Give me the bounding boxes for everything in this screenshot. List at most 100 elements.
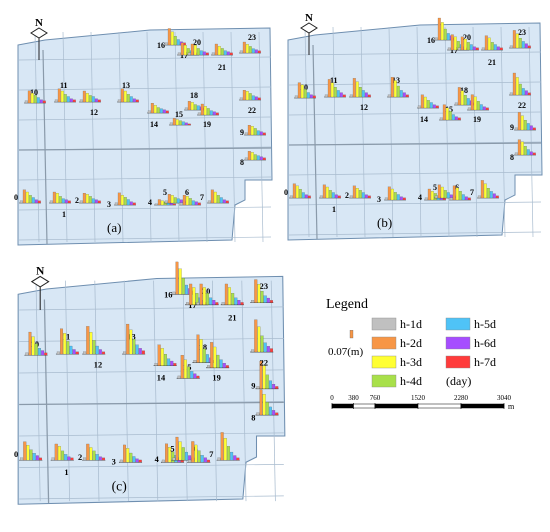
bar: [450, 34, 454, 51]
legend-label: h-6d: [474, 336, 496, 350]
bar: [226, 446, 230, 461]
bar: [199, 339, 203, 363]
zone-label: 14: [150, 120, 158, 129]
legend-unit: (day): [446, 374, 471, 388]
bar: [159, 108, 163, 114]
bar: [173, 36, 177, 46]
bar: [67, 200, 71, 204]
bar: [202, 348, 206, 363]
bar: [270, 300, 273, 303]
bar: [390, 77, 394, 98]
bar: [54, 99, 58, 103]
bar: [178, 441, 182, 461]
bar: [91, 96, 95, 103]
bar: [126, 199, 130, 206]
bar: [254, 319, 258, 353]
bar: [521, 41, 525, 49]
bar: [349, 195, 353, 199]
zone-label: 19: [203, 120, 211, 129]
road: [18, 236, 272, 241]
bar: [61, 450, 65, 461]
bar: [355, 81, 359, 98]
bar: [250, 152, 254, 161]
zone-label: 0: [14, 193, 18, 202]
road: [241, 280, 247, 502]
bar: [426, 100, 430, 109]
bar: [475, 47, 479, 51]
bar: [265, 402, 269, 416]
bar: [253, 128, 257, 136]
bar: [263, 342, 267, 353]
bar: [265, 374, 269, 389]
bar: [179, 202, 183, 206]
bar: [119, 459, 123, 463]
bar: [200, 455, 204, 463]
bar: [477, 195, 481, 199]
bar: [163, 353, 167, 366]
bar: [222, 199, 226, 204]
map-area: [17, 275, 286, 505]
bar: [37, 348, 41, 356]
bar: [483, 183, 487, 199]
bar: [223, 50, 227, 56]
zone-label: 18: [190, 91, 198, 100]
bar: [219, 359, 223, 368]
bar: [454, 102, 458, 106]
legend-label: h-5d: [474, 317, 496, 331]
bar: [167, 28, 171, 46]
panel-label: (c): [112, 479, 127, 495]
bar: [27, 90, 31, 104]
bar: [167, 358, 171, 366]
bar: [199, 50, 203, 56]
legend-swatch: [371, 336, 397, 350]
legend-title: Legend: [326, 297, 368, 312]
bar: [95, 454, 99, 461]
bar: [304, 194, 308, 199]
bar: [420, 94, 424, 109]
bar: [120, 195, 124, 206]
bar: [209, 297, 213, 305]
bar: [257, 97, 261, 101]
bar: [64, 199, 68, 204]
bar: [460, 90, 464, 106]
zone-label: 3: [377, 195, 381, 204]
bar: [193, 104, 197, 111]
bar: [187, 52, 191, 56]
bar: [82, 193, 86, 204]
bar: [117, 192, 121, 206]
bar: [470, 94, 474, 111]
bar: [393, 192, 397, 201]
bar: [89, 332, 93, 355]
bar: [217, 46, 221, 56]
bar: [85, 194, 89, 204]
bar: [188, 455, 192, 461]
bar: [181, 121, 185, 126]
legend-label: h-7d: [474, 355, 496, 369]
bar: [248, 46, 252, 54]
bar: [157, 344, 161, 366]
bar: [162, 109, 166, 114]
bar: [123, 90, 127, 103]
bar: [102, 457, 105, 461]
bar: [179, 199, 183, 204]
bar: [190, 43, 194, 56]
north-arrow: [30, 27, 48, 60]
bar: [260, 335, 264, 353]
road: [174, 31, 180, 243]
bar: [216, 354, 220, 368]
bar: [256, 412, 260, 416]
zone-label: 12: [94, 361, 102, 370]
bar: [257, 284, 261, 303]
bar: [253, 154, 257, 161]
bar: [473, 96, 477, 111]
bar: [19, 200, 23, 204]
bar: [399, 196, 403, 201]
bar: [532, 127, 536, 131]
zone-label: 2: [78, 453, 82, 462]
bar: [147, 110, 151, 114]
bar: [187, 123, 191, 126]
bar: [527, 45, 531, 49]
bar: [86, 326, 90, 355]
bar: [387, 94, 391, 98]
bar: [262, 132, 266, 136]
